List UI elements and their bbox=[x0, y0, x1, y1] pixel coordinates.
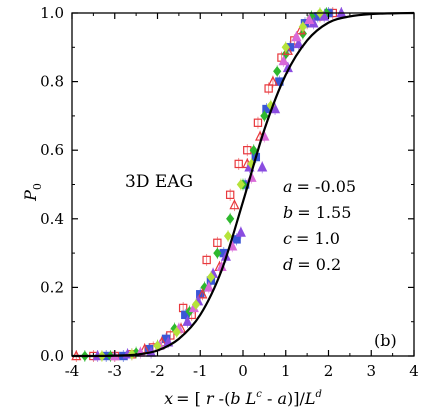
data-point-s5 bbox=[319, 10, 330, 21]
axis-ticks bbox=[71, 12, 415, 357]
fit-curve-layer bbox=[71, 11, 415, 358]
data-point-s4 bbox=[229, 199, 240, 210]
data-point-s3 bbox=[213, 247, 222, 259]
param-a: a = -0.05 bbox=[283, 177, 356, 196]
data-point-s1 bbox=[225, 190, 235, 199]
data-point-s1 bbox=[234, 159, 243, 169]
data-point-s3 bbox=[226, 213, 235, 225]
parameters-box: a = -0.05 b = 1.55 c = 1.0 d = 0.2 bbox=[283, 177, 356, 274]
data-point-s5 bbox=[269, 103, 281, 114]
x-tick-label: 2 bbox=[324, 362, 334, 380]
y-axis-label: P0 bbox=[21, 183, 44, 202]
data-point-s6 bbox=[203, 281, 214, 292]
data-point-s7 bbox=[172, 326, 181, 338]
x-tick-label: -3 bbox=[107, 362, 122, 380]
x-tick-label: 3 bbox=[366, 362, 376, 380]
data-point-s2 bbox=[232, 235, 241, 244]
data-point-s4 bbox=[267, 75, 278, 86]
data-point-s7 bbox=[281, 42, 290, 53]
data-point-s1 bbox=[213, 238, 222, 248]
data-point-s4 bbox=[197, 288, 208, 299]
chart-title: 3D EAG bbox=[125, 172, 193, 192]
data-point-s5 bbox=[293, 37, 304, 49]
x-tick-label: 1 bbox=[281, 362, 291, 380]
data-point-s7 bbox=[223, 230, 233, 242]
data-point-s3 bbox=[260, 110, 269, 122]
data-point-s7 bbox=[236, 179, 245, 190]
data-point-s1 bbox=[202, 255, 211, 265]
y-tick-label: 0.2 bbox=[40, 278, 64, 296]
data-point-s5 bbox=[182, 315, 193, 326]
param-d: d = 0.2 bbox=[283, 255, 341, 274]
data-point-s7 bbox=[191, 299, 201, 310]
data-point-s6 bbox=[291, 31, 302, 42]
x-tick-label: -2 bbox=[150, 362, 165, 380]
y-tick-label: 0.4 bbox=[40, 210, 64, 228]
data-point-s6 bbox=[278, 55, 289, 66]
data-point-s5 bbox=[235, 226, 246, 237]
y-tick-label: 1.0 bbox=[40, 4, 64, 22]
x-axis-label: x = [ r -(b Lc - a)]/Ld bbox=[164, 389, 322, 408]
data-point-s1 bbox=[253, 118, 263, 127]
panel-label: (b) bbox=[374, 331, 397, 350]
data-point-s6 bbox=[304, 13, 315, 25]
y-tick-labels: 0.0 0.2 0.4 0.6 0.8 1.0 bbox=[40, 4, 64, 365]
param-c: c = 1.0 bbox=[283, 229, 340, 248]
param-b: b = 1.55 bbox=[283, 203, 351, 222]
data-point-s5 bbox=[257, 161, 268, 172]
y-tick-label: 0.0 bbox=[40, 347, 64, 365]
y-tick-label: 0.8 bbox=[40, 73, 64, 91]
x-tick-labels: -4 -3 -2 -1 0 1 2 3 4 bbox=[65, 362, 419, 380]
data-point-s7 bbox=[298, 21, 307, 32]
x-tick-label: 4 bbox=[409, 362, 419, 380]
data-point-s3 bbox=[249, 144, 258, 156]
data-point-s7 bbox=[206, 271, 216, 283]
x-tick-label: -4 bbox=[65, 362, 80, 380]
x-tick-label: -1 bbox=[193, 362, 208, 380]
x-tick-label: 0 bbox=[238, 362, 248, 380]
data-point-s3 bbox=[273, 66, 282, 77]
y-tick-label: 0.6 bbox=[40, 141, 64, 159]
fit-curve bbox=[71, 11, 415, 358]
